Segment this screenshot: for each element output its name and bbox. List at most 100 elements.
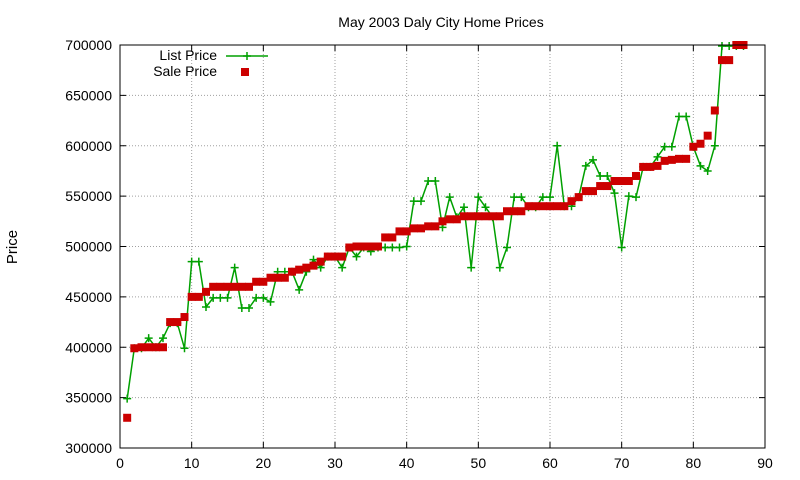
x-tick-label: 60 — [542, 455, 558, 471]
list-price-point — [467, 263, 476, 272]
x-tick-label: 40 — [399, 455, 415, 471]
list-price-line — [126, 45, 744, 399]
list-price-point — [632, 193, 640, 202]
list-price-point — [596, 171, 605, 180]
sale-price-point — [295, 265, 304, 274]
sale-price-point — [488, 212, 497, 221]
sale-price-point — [309, 261, 318, 270]
sale-price-point — [345, 243, 354, 252]
sale-price-point — [266, 273, 275, 282]
list-price-point — [703, 166, 712, 175]
sale-price-point — [603, 182, 612, 191]
list-price-point — [402, 242, 411, 251]
sale-price-point — [173, 318, 182, 327]
list-price-point — [237, 303, 246, 312]
sale-price-point — [402, 227, 411, 236]
list-price-point — [682, 112, 691, 121]
list-price-point — [144, 334, 153, 343]
y-tick-label: 300000 — [65, 440, 112, 456]
y-tick-label: 700000 — [65, 37, 112, 53]
sale-price-point — [445, 215, 454, 224]
sale-price-point — [417, 224, 425, 233]
list-price-point — [245, 303, 253, 312]
sale-price-point — [194, 292, 203, 301]
sale-price-point — [467, 212, 476, 221]
sale-price-point — [388, 233, 397, 242]
sale-price-point — [252, 277, 261, 286]
sale-price-point — [524, 202, 533, 211]
list-price-point — [388, 243, 397, 252]
list-price-point — [581, 161, 590, 170]
plot-series — [123, 41, 748, 422]
sale-price-point — [273, 273, 282, 282]
list-price-point — [503, 243, 511, 252]
list-price-point — [725, 42, 734, 51]
y-tick-label: 500000 — [65, 239, 112, 255]
list-price-point — [589, 155, 597, 164]
sale-price-point — [359, 242, 368, 251]
list-price-point — [474, 193, 483, 202]
sale-price-point — [431, 222, 440, 231]
sale-price-point — [632, 171, 640, 180]
list-price-point — [538, 193, 547, 202]
sale-price-point — [166, 318, 175, 327]
sale-price-point — [710, 106, 719, 115]
legend-marker-list-price — [243, 52, 251, 60]
sale-price-point — [639, 162, 648, 171]
list-price-point — [510, 193, 519, 202]
list-price-point — [123, 394, 132, 403]
sale-price-point — [510, 207, 519, 216]
sale-price-point — [280, 273, 289, 282]
sale-price-point — [495, 212, 504, 221]
list-price-point — [617, 243, 626, 252]
y-axis-label: Price — [4, 230, 21, 264]
legend-label-sale-price: Sale Price — [153, 63, 217, 79]
list-price-point — [381, 243, 390, 252]
x-tick-label: 90 — [757, 455, 773, 471]
sale-price-point — [610, 177, 619, 186]
y-tick-label: 650000 — [65, 87, 112, 103]
y-tick-label: 400000 — [65, 339, 112, 355]
list-price-point — [696, 161, 705, 170]
sale-price-point — [546, 202, 554, 211]
list-price-point — [338, 263, 347, 272]
list-price-point — [495, 263, 504, 272]
list-price-point — [202, 302, 210, 311]
sale-price-point — [331, 252, 339, 261]
sale-price-point — [237, 282, 246, 291]
sale-price-point — [144, 343, 153, 352]
x-tick-label: 20 — [256, 455, 272, 471]
sale-price-point — [682, 154, 691, 163]
sale-price-point — [460, 212, 468, 221]
sale-price-point — [159, 343, 167, 352]
sale-price-point — [589, 187, 597, 196]
sale-price-point — [230, 282, 239, 291]
list-price-point — [216, 293, 225, 302]
sale-price-point — [216, 282, 225, 291]
list-price-point — [431, 177, 440, 186]
sale-price-point — [338, 252, 347, 261]
sale-price-point — [202, 287, 210, 296]
list-price-point — [230, 263, 239, 272]
sale-price-point — [624, 177, 633, 186]
list-price-point — [660, 142, 669, 151]
x-tick-label: 30 — [327, 455, 343, 471]
list-price-point — [187, 257, 196, 266]
sale-price-point — [596, 182, 605, 191]
list-price-point — [395, 243, 404, 252]
sale-price-point — [130, 344, 139, 353]
list-price-point — [194, 257, 203, 266]
list-price-point — [603, 171, 612, 180]
list-price-point — [610, 189, 619, 198]
sale-price-point — [660, 156, 669, 165]
sale-price-point — [288, 267, 296, 276]
sale-price-point — [259, 277, 268, 286]
sale-price-point — [675, 154, 683, 163]
y-tick-label: 450000 — [65, 289, 112, 305]
axis-ticks: 0 10 20 30 40 50 60 70 80 90 300000 350000 400000 450… — [65, 37, 773, 471]
list-price-point — [159, 334, 167, 343]
list-price-point — [266, 297, 275, 306]
sale-price-point — [503, 207, 511, 216]
list-price-point — [546, 193, 554, 202]
